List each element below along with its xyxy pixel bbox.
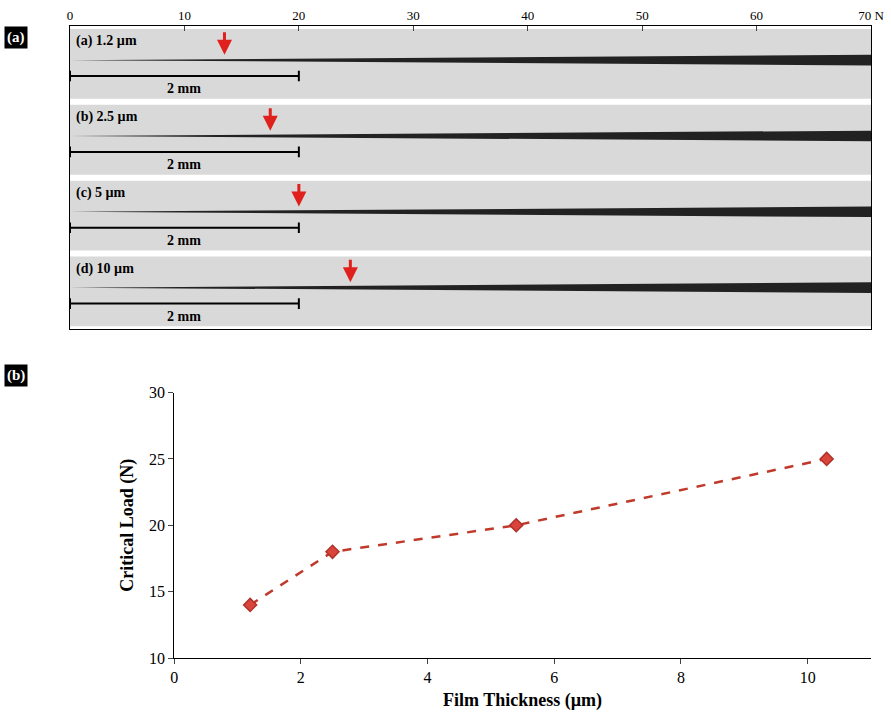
svg-text:40: 40 [521,8,534,23]
svg-text:60: 60 [750,8,763,23]
svg-text:25: 25 [149,451,165,468]
svg-text:10: 10 [800,669,816,686]
svg-text:20: 20 [292,8,305,23]
svg-text:0: 0 [170,669,178,686]
svg-text:2 mm: 2 mm [167,81,201,96]
svg-text:30: 30 [149,384,165,401]
svg-text:(a): (a) [7,29,25,46]
svg-text:50: 50 [636,8,649,23]
svg-text:(d) 10 µm: (d) 10 µm [76,261,134,277]
svg-text:15: 15 [149,583,165,600]
svg-text:8: 8 [677,669,685,686]
svg-text:2 mm: 2 mm [167,157,201,172]
svg-text:20: 20 [149,517,165,534]
svg-text:6: 6 [550,669,558,686]
svg-text:10: 10 [149,650,165,667]
svg-text:Critical Load (N): Critical Load (N) [117,459,138,592]
svg-text:(b) 2.5 µm: (b) 2.5 µm [76,109,138,125]
svg-text:(b): (b) [7,367,25,384]
svg-text:(a) 1.2 µm: (a) 1.2 µm [76,33,137,49]
svg-text:30: 30 [407,8,420,23]
svg-text:0: 0 [67,8,74,23]
svg-text:Film Thickness (µm): Film Thickness (µm) [443,690,602,711]
svg-text:10: 10 [178,8,191,23]
svg-text:70 N: 70 N [858,8,884,23]
svg-text:2 mm: 2 mm [167,309,201,324]
svg-text:2 mm: 2 mm [167,233,201,248]
svg-text:4: 4 [424,669,432,686]
svg-text:2: 2 [297,669,305,686]
svg-text:(c) 5 µm: (c) 5 µm [76,185,126,201]
